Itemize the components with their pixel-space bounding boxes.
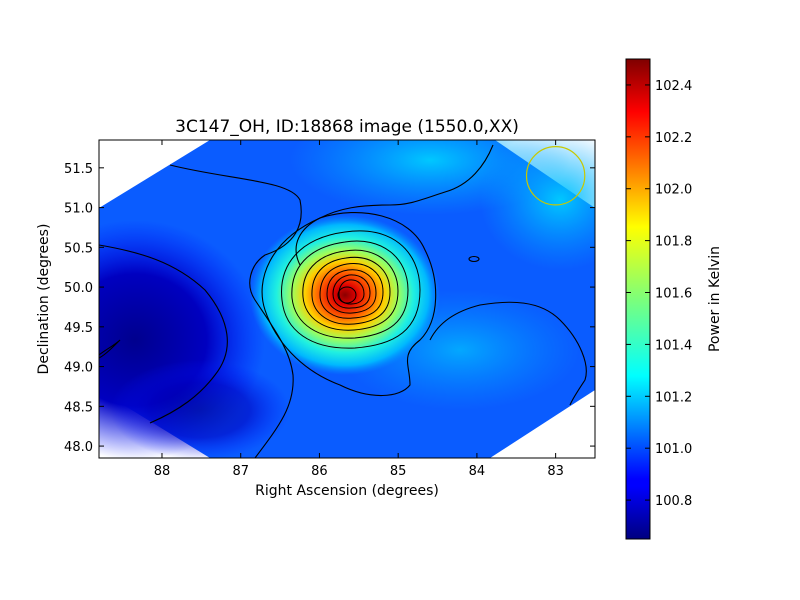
chart-title: 3C147_OH, ID:18868 image (1550.0,XX) <box>175 117 519 137</box>
x-tick-label: 84 <box>469 464 486 479</box>
intensity-field <box>99 140 595 458</box>
y-axis-label: Declination (degrees) <box>36 224 52 375</box>
y-tick-label: 48.0 <box>64 440 93 455</box>
colorbar-ticks: 100.8 101.0 101.2 101.4 101.6 101.8 102.0 102.2… <box>626 79 692 509</box>
x-tick-label: 83 <box>547 464 564 479</box>
contour-lines <box>99 144 587 458</box>
y-tick-label: 51.5 <box>64 162 93 177</box>
colorbar-tick-label: 101.0 <box>655 442 692 457</box>
x-tick-label: 85 <box>390 464 407 479</box>
x-axis: 88 87 86 85 84 83 <box>154 140 564 479</box>
y-tick-label: 50.5 <box>64 241 93 256</box>
beam-circle <box>525 146 586 206</box>
colorbar-gradient <box>625 58 651 540</box>
colorbar-tick-label: 102.4 <box>655 79 692 94</box>
colorbar-label: Power in Kelvin <box>707 246 723 352</box>
x-tick-label: 86 <box>311 464 328 479</box>
y-tick-label: 49.5 <box>64 321 93 336</box>
colorbar-tick-label: 101.2 <box>655 390 692 405</box>
x-axis-label: Right Ascension (degrees) <box>255 483 439 499</box>
peak-contours <box>281 230 421 349</box>
plot-frame <box>98 139 596 459</box>
colorbar-tick-label: 101.4 <box>655 338 692 353</box>
colorbar-tick-label: 101.8 <box>655 235 692 250</box>
y-tick-label: 51.0 <box>64 202 93 217</box>
y-axis: 48.0 48.5 49.0 49.5 50.0 50.5 51.0 51.5 <box>64 162 595 455</box>
x-tick-label: 87 <box>232 464 249 479</box>
colorbar-tick-label: 100.8 <box>655 494 692 509</box>
colorbar-tick-label: 102.2 <box>655 131 692 146</box>
x-tick-label: 88 <box>154 464 171 479</box>
colorbar: 100.8 101.0 101.2 101.4 101.6 101.8 102.0 102.2… <box>625 58 723 540</box>
colorbar-tick-label: 101.6 <box>655 287 692 302</box>
y-tick-label: 49.0 <box>64 361 93 376</box>
y-tick-label: 48.5 <box>64 400 93 415</box>
plot-area <box>99 140 595 458</box>
y-tick-label: 50.0 <box>64 281 93 296</box>
colorbar-tick-label: 102.0 <box>655 183 692 198</box>
